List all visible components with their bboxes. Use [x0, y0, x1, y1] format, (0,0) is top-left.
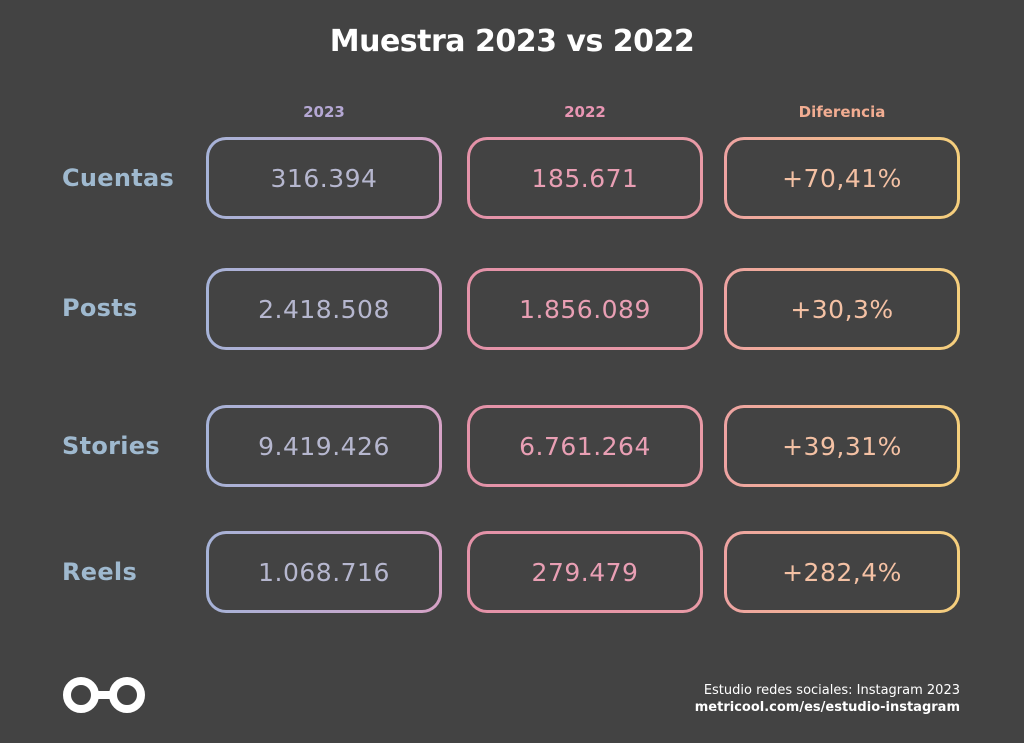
cell-reels-diferencia: +282,4% — [724, 531, 960, 613]
column-header-diferencia: Diferencia — [798, 103, 886, 121]
cell-posts-diferencia: +30,3% — [724, 268, 960, 350]
cell-reels-2022: 279.479 — [467, 531, 703, 613]
column-header-2022: 2022 — [564, 103, 606, 121]
column-header-2023: 2023 — [303, 103, 345, 121]
cell-cuentas-2022: 185.671 — [467, 137, 703, 219]
cell-stories-diferencia: +39,31% — [724, 405, 960, 487]
cell-cuentas-diferencia: +70,41% — [724, 137, 960, 219]
metricool-logo-icon — [63, 677, 145, 713]
row-label-cuentas: Cuentas — [62, 164, 175, 192]
cell-stories-2023: 9.419.426 — [206, 405, 442, 487]
cell-posts-2023: 2.418.508 — [206, 268, 442, 350]
footer-source: Estudio redes sociales: Instagram 2023 m… — [695, 682, 960, 716]
row-label-posts: Posts — [62, 294, 138, 322]
cell-stories-2022: 6.761.264 — [467, 405, 703, 487]
row-label-stories: Stories — [62, 432, 160, 460]
cell-posts-2022: 1.856.089 — [467, 268, 703, 350]
footer-study-title: Estudio redes sociales: Instagram 2023 — [703, 683, 960, 698]
chart-title: Muestra 2023 vs 2022 — [329, 24, 695, 59]
footer-source-link[interactable]: metricool.com/es/estudio-instagram — [694, 700, 960, 715]
cell-reels-2023: 1.068.716 — [206, 531, 442, 613]
row-label-reels: Reels — [62, 558, 138, 586]
cell-cuentas-2023: 316.394 — [206, 137, 442, 219]
